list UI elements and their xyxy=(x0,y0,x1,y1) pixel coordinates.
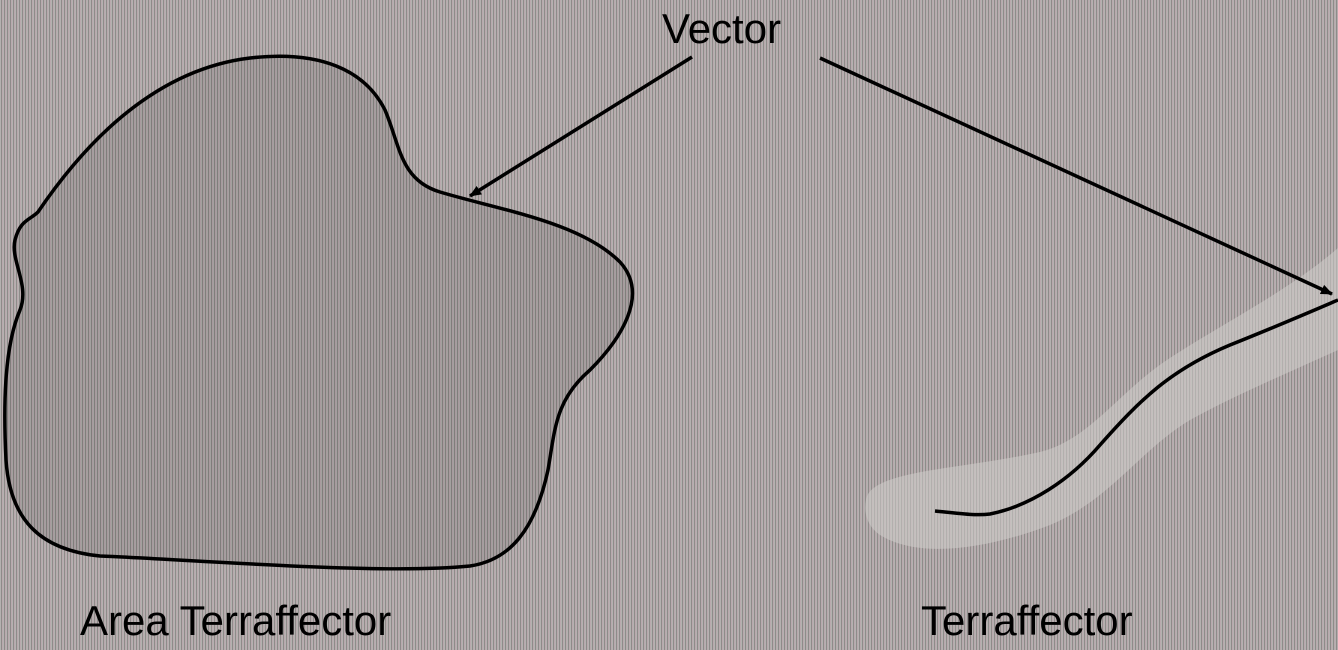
terraffector-band xyxy=(865,248,1338,549)
area-terraffector-shape xyxy=(3,54,634,571)
vector-label: Vector xyxy=(662,5,782,52)
terraffector-line xyxy=(934,298,1338,517)
vector-arrow-to-area xyxy=(469,55,693,198)
terraffector-label: Terraffector xyxy=(921,597,1133,644)
vector-arrow-to-terraffector xyxy=(819,56,1333,296)
area-terraffector-label: Area Terraffector xyxy=(80,597,392,644)
